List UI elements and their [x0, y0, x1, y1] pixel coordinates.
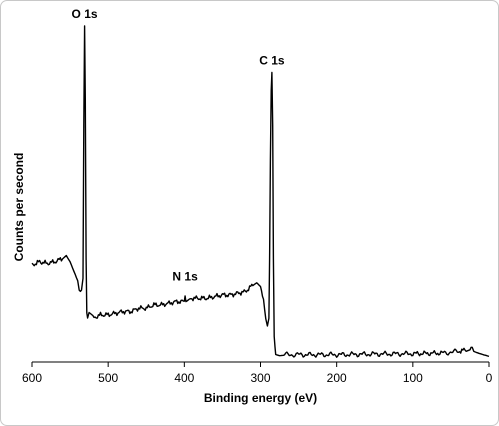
peak-label: C 1s [259, 53, 285, 67]
plot-area [31, 25, 490, 358]
x-tick-label: 300 [250, 371, 270, 385]
x-tick-label: 500 [98, 371, 118, 385]
x-axis: 600 500 400 300 200 100 0 [22, 361, 493, 385]
x-axis-title: Binding energy (eV) [204, 391, 317, 405]
spectrum-line [31, 25, 490, 358]
x-tick-label: 200 [327, 371, 347, 385]
peak-label: O 1s [72, 7, 98, 21]
x-tick-label: 100 [403, 371, 423, 385]
peak-annotations: O 1s N 1s C 1s [72, 7, 285, 283]
x-tick-label: 400 [174, 371, 194, 385]
x-tick-label: 0 [486, 371, 493, 385]
peak-label: N 1s [172, 269, 198, 283]
y-axis-title: Counts per second [12, 153, 26, 262]
x-tick-label: 600 [22, 371, 42, 385]
